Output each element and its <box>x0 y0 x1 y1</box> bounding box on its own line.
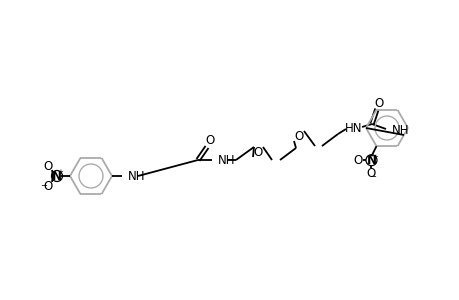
Text: O: O <box>374 97 383 110</box>
Text: N: N <box>366 154 375 167</box>
Text: O: O <box>366 167 375 180</box>
Text: O: O <box>205 134 214 148</box>
Text: HN: HN <box>345 122 362 134</box>
Text: O: O <box>43 160 52 172</box>
Text: +: + <box>57 169 63 175</box>
Text: O: O <box>43 179 52 193</box>
Text: −: − <box>40 182 47 190</box>
Text: NH: NH <box>391 124 409 137</box>
Text: NH: NH <box>218 154 235 166</box>
Text: O: O <box>253 146 262 158</box>
Text: −: − <box>368 172 375 181</box>
Text: NH: NH <box>128 170 145 184</box>
Text: O: O <box>353 154 362 167</box>
Text: O: O <box>294 130 303 142</box>
Text: +: + <box>371 154 377 160</box>
Text: N: N <box>52 169 62 182</box>
